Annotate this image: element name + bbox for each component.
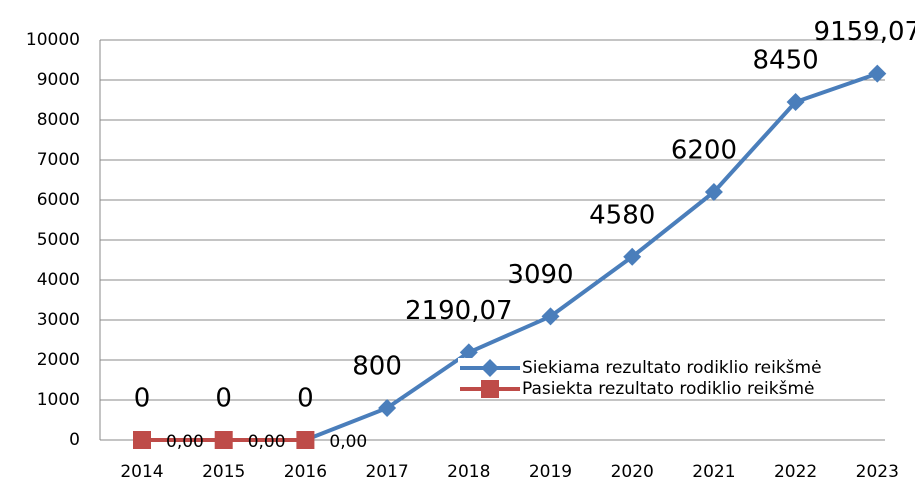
y-tick-label: 1000 <box>37 390 80 410</box>
value-label: 4580 <box>589 200 655 230</box>
x-tick-label: 2022 <box>774 462 817 482</box>
value-label: 9159,07 <box>814 17 915 47</box>
data-point <box>786 93 805 111</box>
value-label: 0,00 <box>329 432 367 452</box>
data-point <box>459 343 478 362</box>
y-tick-label: 4000 <box>37 270 80 290</box>
legend-marker <box>481 380 499 398</box>
x-tick-label: 2016 <box>284 462 327 482</box>
value-label: 0 <box>215 384 232 414</box>
y-tick-label: 10000 <box>26 30 80 50</box>
value-label: 8450 <box>753 46 819 76</box>
value-label: 6200 <box>671 136 737 166</box>
x-tick-label: 2015 <box>202 462 245 482</box>
value-label: 0,00 <box>166 432 204 452</box>
x-tick-label: 2020 <box>611 462 654 482</box>
y-tick-label: 7000 <box>37 150 80 170</box>
x-tick-label: 2023 <box>856 462 899 482</box>
legend-bg <box>458 358 890 378</box>
y-tick-label: 6000 <box>37 190 80 210</box>
y-tick-label: 2000 <box>37 350 80 370</box>
data-point <box>704 183 723 201</box>
legend-marker <box>481 359 499 377</box>
value-label: 800 <box>352 352 402 382</box>
data-point <box>214 431 233 449</box>
x-tick-label: 2018 <box>447 462 490 482</box>
x-tick-label: 2019 <box>529 462 572 482</box>
data-point <box>133 431 151 449</box>
data-point <box>868 64 887 83</box>
data-point <box>623 247 642 266</box>
x-tick-label: 2014 <box>120 462 163 482</box>
data-point <box>378 399 397 417</box>
legend-label: Pasiekta rezultato rodiklio reikšmė <box>522 379 814 399</box>
value-label: 0 <box>297 384 314 414</box>
legend-bg <box>458 379 890 399</box>
value-label: 0,00 <box>248 432 286 452</box>
y-tick-label: 5000 <box>37 230 80 250</box>
value-label: 3090 <box>507 260 573 290</box>
y-tick-label: 0 <box>69 430 80 450</box>
value-label: 0 <box>134 384 151 414</box>
y-tick-label: 3000 <box>37 310 80 330</box>
x-tick-label: 2021 <box>692 462 735 482</box>
legend-label: Siekiama rezultato rodiklio reikšmė <box>522 358 822 378</box>
data-point <box>541 307 560 326</box>
data-point <box>296 431 315 449</box>
y-tick-label: 9000 <box>37 70 80 90</box>
y-tick-label: 8000 <box>37 110 80 130</box>
value-label: 2190,07 <box>405 296 513 326</box>
x-tick-label: 2017 <box>365 462 408 482</box>
